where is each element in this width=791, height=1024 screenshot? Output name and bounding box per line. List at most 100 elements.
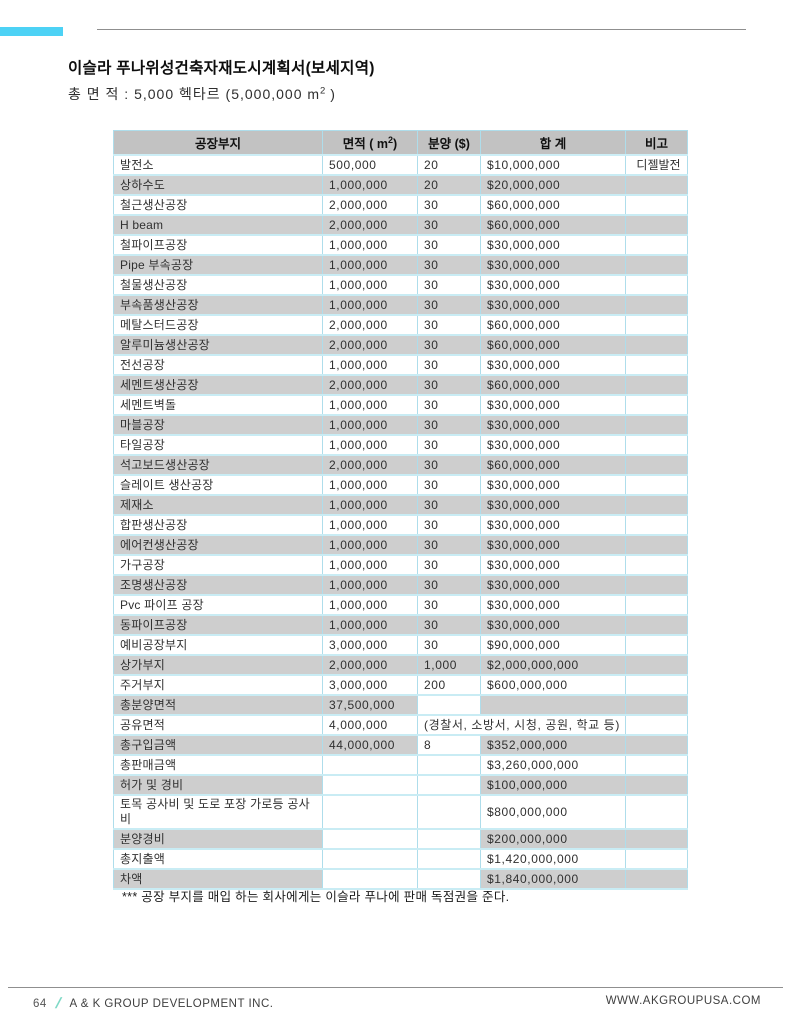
header-area: 면적 ( m2) bbox=[322, 130, 418, 156]
cell-total: $30,000,000 bbox=[480, 555, 626, 576]
table-row: 총분양면적 37,500,000 bbox=[113, 695, 688, 716]
cell-total: $90,000,000 bbox=[480, 635, 626, 656]
table-row: Pvc 파이프 공장 1,000,000 30 $30,000,000 bbox=[113, 595, 688, 616]
cell-public-facilities-note: (경찰서, 소방서, 시청, 공원, 학교 등) bbox=[417, 715, 626, 736]
cell-site: 상가부지 bbox=[113, 655, 323, 676]
cell-rate: 30 bbox=[417, 515, 481, 536]
cell-total: $60,000,000 bbox=[480, 315, 626, 336]
cell-rate: 30 bbox=[417, 435, 481, 456]
cell-site: 총분양면적 bbox=[113, 695, 323, 716]
cell-site: 상하수도 bbox=[113, 175, 323, 196]
cell-remark bbox=[625, 195, 688, 216]
cell-total: $1,420,000,000 bbox=[480, 849, 626, 870]
table-row: 타일공장 1,000,000 30 $30,000,000 bbox=[113, 435, 688, 456]
cell-total: $3,260,000,000 bbox=[480, 755, 626, 776]
total-area-subtitle: 총 면 적 : 5,000 헥타르 (5,000,000 m2 ) bbox=[68, 84, 336, 104]
table-row: 합판생산공장 1,000,000 30 $30,000,000 bbox=[113, 515, 688, 536]
cell-site: 전선공장 bbox=[113, 355, 323, 376]
cell-site: 합판생산공장 bbox=[113, 515, 323, 536]
table-row: 슬레이트 생산공장 1,000,000 30 $30,000,000 bbox=[113, 475, 688, 496]
table-row: 상하수도 1,000,000 20 $20,000,000 bbox=[113, 175, 688, 196]
cell-site: 토목 공사비 및 도로 포장 가로등 공사비 bbox=[113, 795, 323, 830]
cell-total: $30,000,000 bbox=[480, 255, 626, 276]
cell-remark bbox=[625, 829, 688, 850]
cell-remark bbox=[625, 555, 688, 576]
cell-remark bbox=[625, 175, 688, 196]
cell-rate: 30 bbox=[417, 295, 481, 316]
cell-site: 마블공장 bbox=[113, 415, 323, 436]
table-row: 발전소 500,000 20 $10,000,000 디젤발전 bbox=[113, 155, 688, 176]
header-factory-site: 공장부지 bbox=[113, 130, 323, 156]
cell-rate: 30 bbox=[417, 355, 481, 376]
table-row: H beam 2,000,000 30 $60,000,000 bbox=[113, 215, 688, 236]
cell-total: $60,000,000 bbox=[480, 195, 626, 216]
table-row: 부속품생산공장 1,000,000 30 $30,000,000 bbox=[113, 295, 688, 316]
cell-site: 예비공장부지 bbox=[113, 635, 323, 656]
cell-total: $100,000,000 bbox=[480, 775, 626, 796]
table-row: 에어컨생산공장 1,000,000 30 $30,000,000 bbox=[113, 535, 688, 556]
cell-area bbox=[322, 775, 418, 796]
top-rule bbox=[97, 29, 746, 30]
cell-rate: 30 bbox=[417, 335, 481, 356]
cell-rate bbox=[417, 829, 481, 850]
cell-total: $30,000,000 bbox=[480, 435, 626, 456]
cell-remark bbox=[625, 375, 688, 396]
cell-total: $200,000,000 bbox=[480, 829, 626, 850]
table-row: 토목 공사비 및 도로 포장 가로등 공사비 $800,000,000 bbox=[113, 795, 688, 830]
header-total: 합 계 bbox=[480, 130, 626, 156]
cell-area: 2,000,000 bbox=[322, 375, 418, 396]
footnote: *** 공장 부지를 매입 하는 회사에게는 이슬라 푸나에 판매 독점권을 준… bbox=[122, 890, 510, 904]
cell-site: Pipe 부속공장 bbox=[113, 255, 323, 276]
cell-area: 1,000,000 bbox=[322, 235, 418, 256]
table-row: 철파이프공장 1,000,000 30 $30,000,000 bbox=[113, 235, 688, 256]
table-row: 총지출액 $1,420,000,000 bbox=[113, 849, 688, 870]
page-number: 64 bbox=[33, 997, 47, 1010]
cell-rate: 30 bbox=[417, 275, 481, 296]
table-row: 공유면적 4,000,000 (경찰서, 소방서, 시청, 공원, 학교 등) bbox=[113, 715, 688, 736]
cell-area: 2,000,000 bbox=[322, 655, 418, 676]
footer-rule bbox=[8, 987, 783, 988]
cell-site: 총구입금액 bbox=[113, 735, 323, 756]
website-url: WWW.AKGROUPUSA.COM bbox=[605, 995, 761, 1007]
cell-remark bbox=[625, 535, 688, 556]
subtitle-text: 총 면 적 : 5,000 헥타르 (5,000,000 m bbox=[68, 86, 321, 102]
cell-rate bbox=[417, 775, 481, 796]
cell-area: 1,000,000 bbox=[322, 355, 418, 376]
cell-rate: 30 bbox=[417, 615, 481, 636]
table-row: 동파이프공장 1,000,000 30 $30,000,000 bbox=[113, 615, 688, 636]
cell-rate: 30 bbox=[417, 235, 481, 256]
table-row: 분양경비 $200,000,000 bbox=[113, 829, 688, 850]
cell-rate bbox=[417, 869, 481, 890]
cell-total: $30,000,000 bbox=[480, 515, 626, 536]
cell-area: 1,000,000 bbox=[322, 515, 418, 536]
cell-site: 공유면적 bbox=[113, 715, 323, 736]
cell-rate: 30 bbox=[417, 635, 481, 656]
cell-site: 세멘트생산공장 bbox=[113, 375, 323, 396]
cell-total: $30,000,000 bbox=[480, 535, 626, 556]
cell-remark bbox=[625, 575, 688, 596]
cell-rate: 30 bbox=[417, 395, 481, 416]
cell-rate: 30 bbox=[417, 495, 481, 516]
cell-site: 메탈스터드공장 bbox=[113, 315, 323, 336]
cell-total bbox=[480, 695, 626, 716]
cell-area bbox=[322, 755, 418, 776]
cell-site: 차액 bbox=[113, 869, 323, 890]
cell-rate: 8 bbox=[417, 735, 481, 756]
cell-rate: 30 bbox=[417, 215, 481, 236]
table-row: 전선공장 1,000,000 30 $30,000,000 bbox=[113, 355, 688, 376]
cell-remark bbox=[625, 315, 688, 336]
cell-remark bbox=[625, 295, 688, 316]
table-row: Pipe 부속공장 1,000,000 30 $30,000,000 bbox=[113, 255, 688, 276]
cell-site: 세멘트벽돌 bbox=[113, 395, 323, 416]
cell-area: 2,000,000 bbox=[322, 195, 418, 216]
cell-remark bbox=[625, 255, 688, 276]
cell-area: 3,000,000 bbox=[322, 635, 418, 656]
cell-rate bbox=[417, 795, 481, 830]
cell-rate: 30 bbox=[417, 195, 481, 216]
table-row: 마블공장 1,000,000 30 $30,000,000 bbox=[113, 415, 688, 436]
cell-area: 1,000,000 bbox=[322, 475, 418, 496]
cell-site: 부속품생산공장 bbox=[113, 295, 323, 316]
cell-area: 2,000,000 bbox=[322, 455, 418, 476]
cell-total: $30,000,000 bbox=[480, 395, 626, 416]
cell-site: 주거부지 bbox=[113, 675, 323, 696]
